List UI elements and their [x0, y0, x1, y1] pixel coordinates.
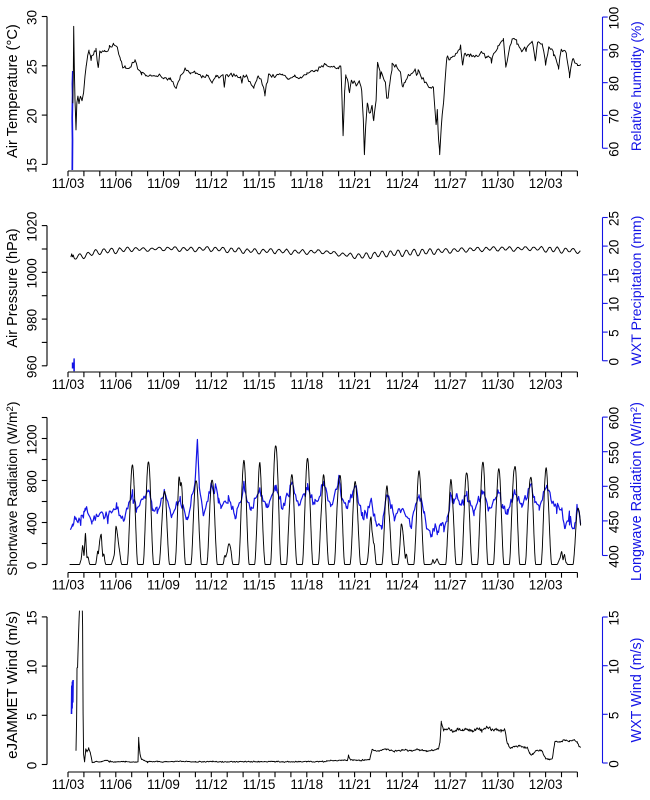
svg-text:11/24: 11/24 [386, 777, 419, 792]
svg-text:5: 5 [25, 713, 40, 721]
svg-text:5: 5 [607, 712, 622, 720]
svg-text:25: 25 [25, 59, 40, 74]
svg-text:11/03: 11/03 [52, 777, 85, 792]
svg-text:0: 0 [607, 760, 622, 768]
svg-text:11/21: 11/21 [338, 578, 371, 593]
svg-text:Shortwave Radiation (W/m2): Shortwave Radiation (W/m2) [4, 401, 20, 575]
svg-text:11/06: 11/06 [99, 578, 132, 593]
svg-text:980: 980 [25, 309, 40, 332]
svg-text:11/18: 11/18 [290, 777, 323, 792]
svg-text:0: 0 [25, 562, 40, 570]
svg-text:15: 15 [25, 158, 40, 173]
svg-text:30: 30 [25, 10, 40, 25]
svg-text:11/06: 11/06 [99, 777, 132, 792]
svg-text:60: 60 [607, 142, 622, 157]
svg-text:12/03: 12/03 [529, 578, 563, 593]
svg-text:WXT Wind (m/s): WXT Wind (m/s) [629, 638, 645, 743]
svg-text:11/21: 11/21 [338, 377, 371, 392]
svg-text:11/09: 11/09 [147, 578, 180, 593]
svg-text:11/06: 11/06 [99, 377, 132, 392]
svg-text:11/27: 11/27 [434, 176, 467, 191]
svg-text:1020: 1020 [25, 212, 40, 242]
svg-text:eJAMMET Wind (m/s): eJAMMET Wind (m/s) [4, 611, 21, 759]
svg-text:11/12: 11/12 [195, 777, 228, 792]
svg-text:15: 15 [607, 268, 622, 283]
svg-text:90: 90 [607, 43, 622, 58]
svg-text:11/09: 11/09 [147, 377, 180, 392]
svg-text:11/15: 11/15 [243, 777, 276, 792]
svg-text:550: 550 [607, 441, 622, 464]
svg-text:11/27: 11/27 [434, 777, 467, 792]
svg-text:11/06: 11/06 [99, 176, 132, 191]
svg-text:11/12: 11/12 [195, 377, 228, 392]
svg-text:11/24: 11/24 [386, 176, 419, 191]
svg-text:11/03: 11/03 [52, 377, 85, 392]
svg-text:500: 500 [607, 476, 622, 499]
svg-text:450: 450 [607, 511, 622, 534]
svg-text:800: 800 [25, 470, 40, 493]
svg-text:11/03: 11/03 [52, 176, 85, 191]
svg-text:11/30: 11/30 [481, 578, 514, 593]
svg-text:11/30: 11/30 [481, 176, 514, 191]
svg-text:1000: 1000 [25, 258, 40, 288]
svg-text:70: 70 [607, 109, 622, 124]
svg-text:0: 0 [607, 358, 622, 366]
svg-text:Air Temperature (°C): Air Temperature (°C) [5, 24, 21, 158]
svg-text:1200: 1200 [25, 424, 40, 454]
svg-text:11/30: 11/30 [481, 777, 514, 792]
svg-text:11/21: 11/21 [338, 176, 371, 191]
svg-text:12/03: 12/03 [529, 377, 563, 392]
svg-text:11/21: 11/21 [338, 777, 371, 792]
svg-text:0: 0 [25, 762, 40, 770]
svg-text:80: 80 [607, 76, 622, 91]
svg-text:11/03: 11/03 [52, 578, 85, 593]
svg-text:600: 600 [607, 407, 622, 430]
svg-text:Air Pressure (hPa): Air Pressure (hPa) [5, 228, 21, 347]
svg-text:15: 15 [25, 610, 40, 625]
svg-text:11/24: 11/24 [386, 578, 419, 593]
svg-text:15: 15 [607, 610, 622, 625]
svg-text:11/27: 11/27 [434, 377, 467, 392]
svg-text:11/15: 11/15 [243, 578, 276, 593]
svg-text:11/12: 11/12 [195, 176, 228, 191]
svg-text:10: 10 [607, 297, 622, 312]
svg-text:11/09: 11/09 [147, 176, 180, 191]
svg-text:20: 20 [25, 109, 40, 124]
svg-text:11/12: 11/12 [195, 578, 228, 593]
svg-text:11/24: 11/24 [386, 377, 419, 392]
svg-text:11/18: 11/18 [290, 377, 323, 392]
svg-text:Longwave Radiation (W/m2): Longwave Radiation (W/m2) [629, 402, 645, 581]
svg-text:25: 25 [607, 211, 622, 226]
svg-text:11/15: 11/15 [243, 377, 276, 392]
svg-text:11/09: 11/09 [147, 777, 180, 792]
svg-text:Relative humidity (%): Relative humidity (%) [629, 21, 644, 151]
svg-text:10: 10 [607, 659, 622, 674]
svg-text:12/03: 12/03 [529, 176, 563, 191]
svg-text:11/30: 11/30 [481, 377, 514, 392]
svg-text:10: 10 [25, 660, 40, 675]
svg-text:12/03: 12/03 [529, 777, 563, 792]
svg-text:400: 400 [25, 512, 40, 535]
svg-text:960: 960 [25, 356, 40, 379]
svg-text:11/18: 11/18 [290, 176, 323, 191]
svg-text:11/27: 11/27 [434, 578, 467, 593]
svg-text:5: 5 [607, 329, 622, 337]
svg-text:100: 100 [607, 7, 622, 30]
svg-text:11/15: 11/15 [243, 176, 276, 191]
svg-text:400: 400 [607, 545, 622, 568]
svg-text:20: 20 [607, 240, 622, 255]
svg-text:WXT Precipitation (mm): WXT Precipitation (mm) [629, 216, 645, 366]
svg-text:11/18: 11/18 [290, 578, 323, 593]
